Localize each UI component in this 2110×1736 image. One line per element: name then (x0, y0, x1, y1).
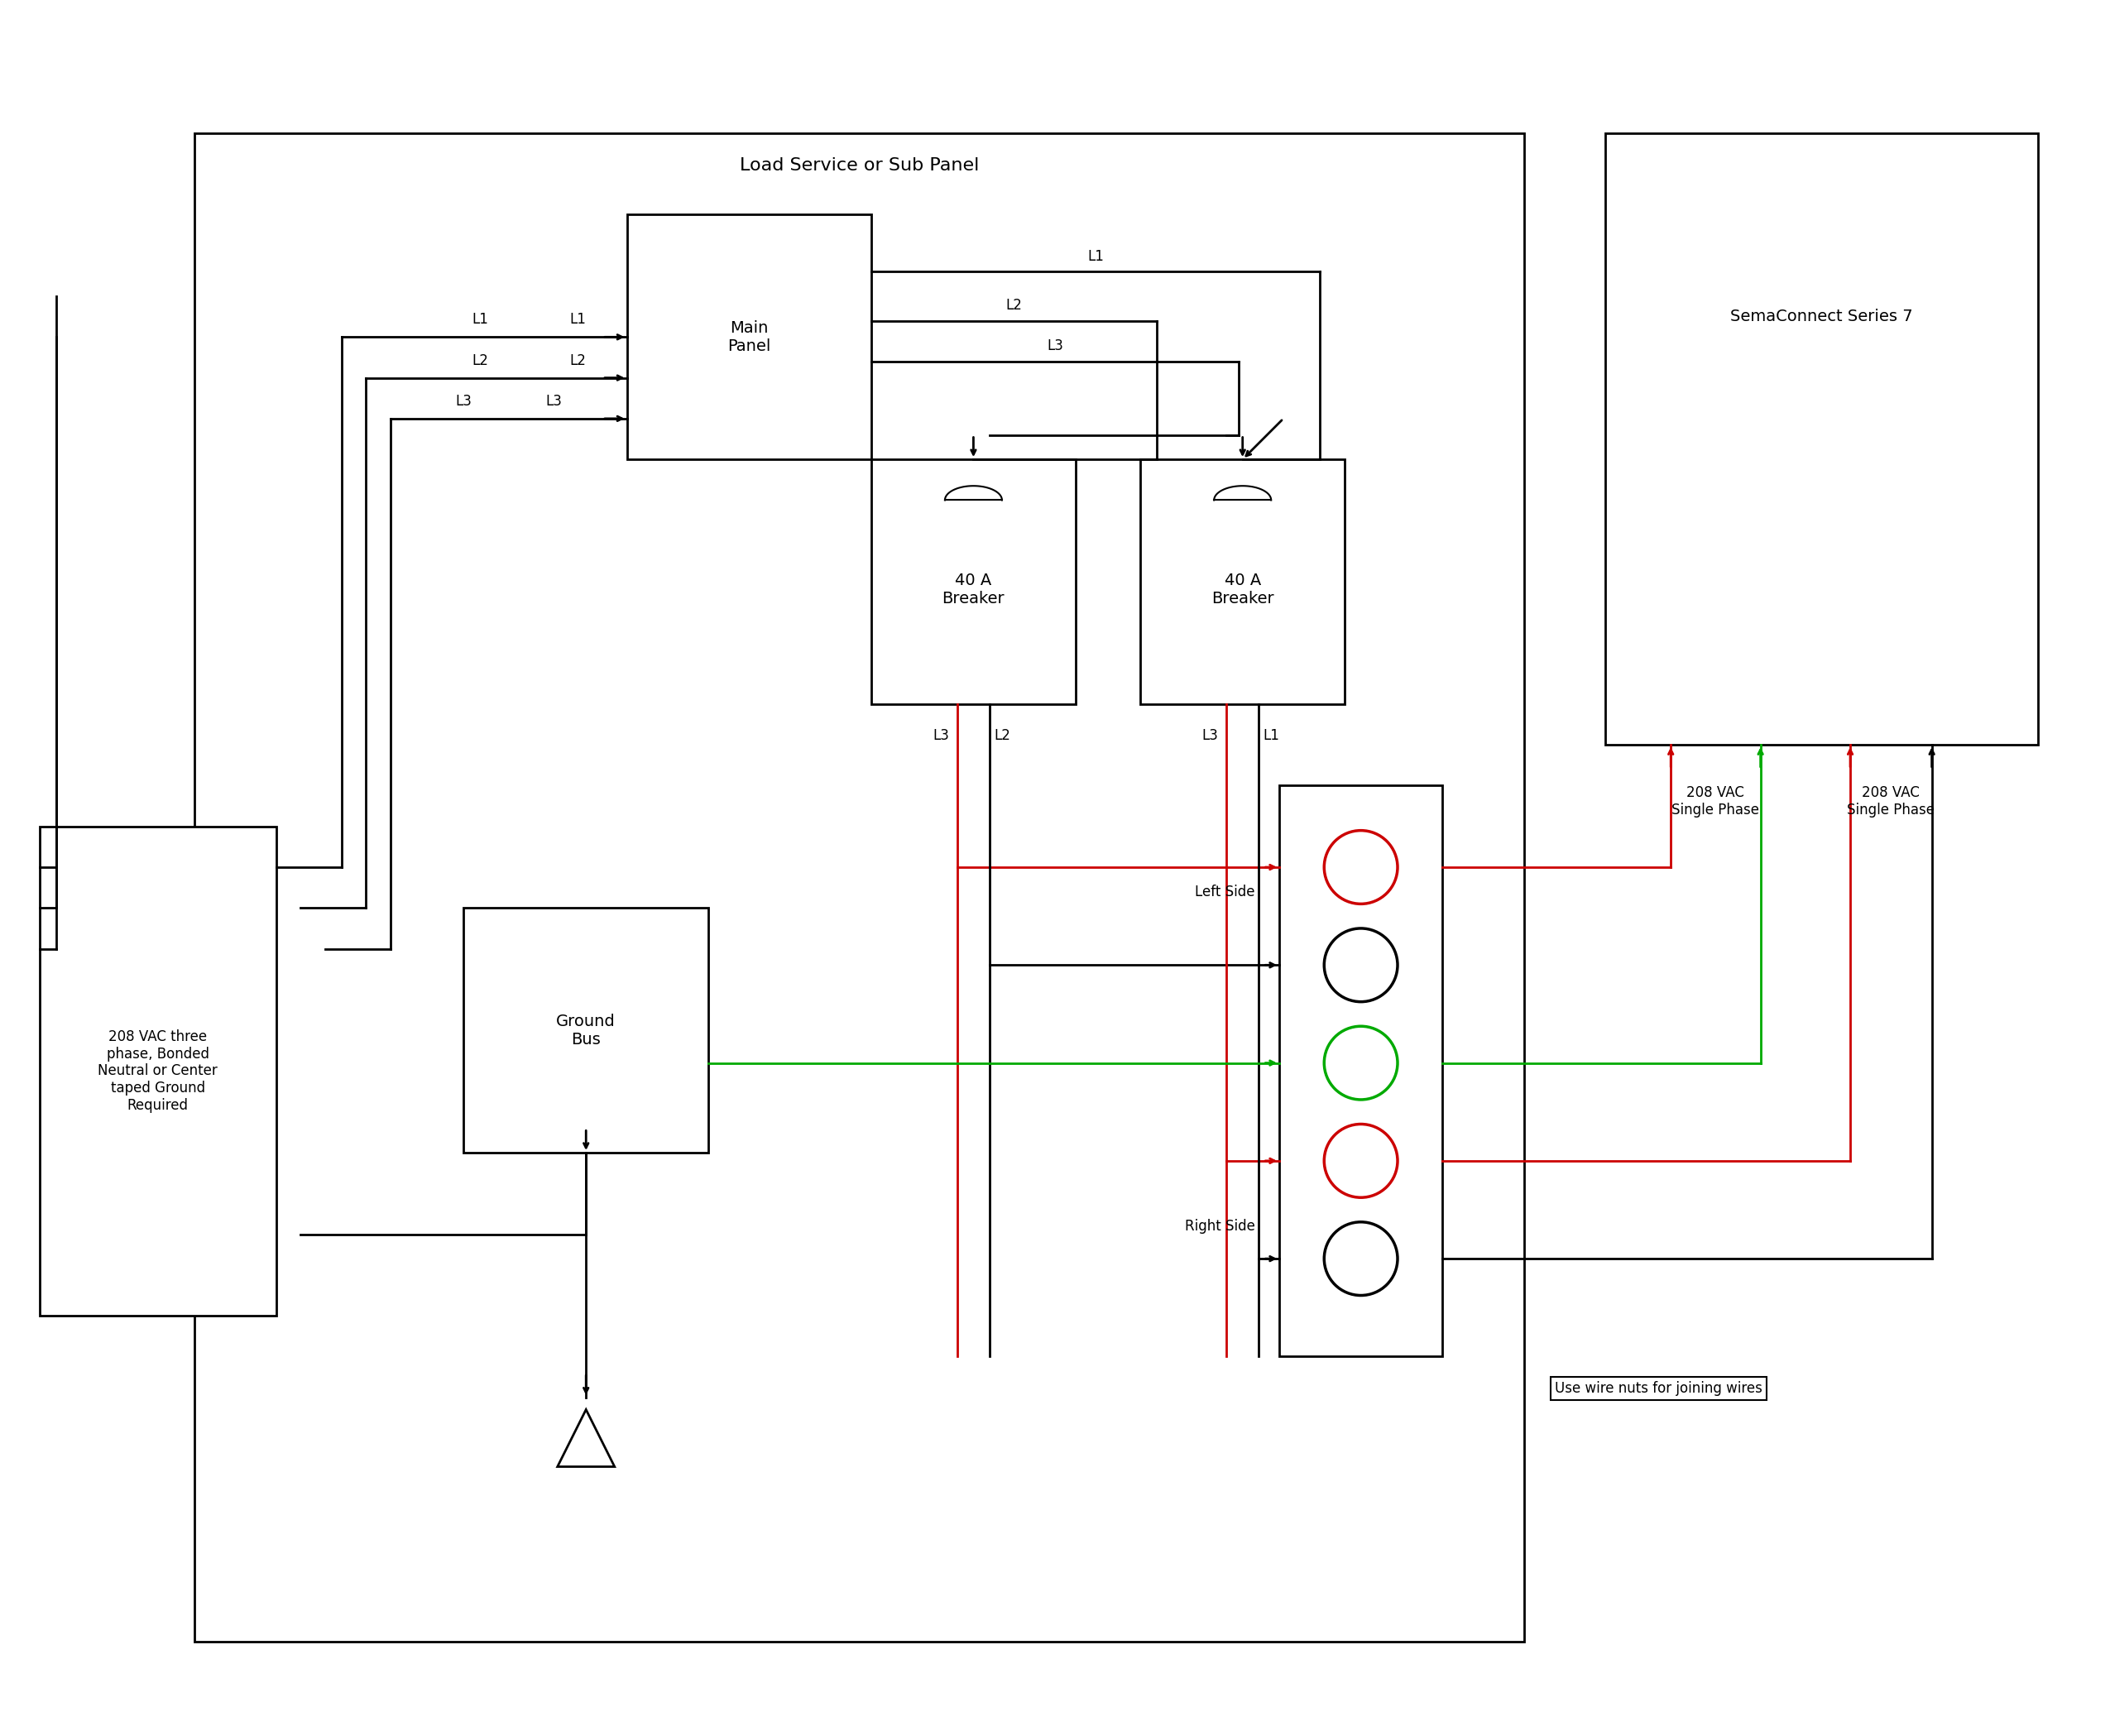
Text: Main
Panel: Main Panel (728, 319, 770, 354)
Bar (1606, 134, 2038, 745)
Text: L1: L1 (570, 312, 587, 328)
Text: 208 VAC
Single Phase: 208 VAC Single Phase (1846, 786, 1935, 818)
Text: L1: L1 (473, 312, 487, 328)
Text: L3: L3 (544, 394, 561, 408)
Text: 40 A
Breaker: 40 A Breaker (943, 573, 1004, 608)
Text: 208 VAC three
phase, Bonded
Neutral or Center
taped Ground
Required: 208 VAC three phase, Bonded Neutral or C… (97, 1029, 217, 1113)
Text: Use wire nuts for joining wires: Use wire nuts for joining wires (1555, 1382, 1762, 1396)
Text: L2: L2 (1006, 297, 1023, 312)
Bar (627, 215, 871, 460)
Text: Load Service or Sub Panel: Load Service or Sub Panel (738, 158, 979, 174)
Text: L3: L3 (1203, 729, 1217, 743)
Bar (871, 460, 1076, 705)
Bar (194, 134, 1523, 1642)
Text: L1: L1 (1087, 248, 1104, 264)
Text: SemaConnect Series 7: SemaConnect Series 7 (1730, 309, 1914, 325)
Text: Right Side: Right Side (1184, 1219, 1255, 1234)
Bar (40, 826, 276, 1316)
Text: L3: L3 (933, 729, 949, 743)
Bar (1279, 786, 1443, 1356)
Text: L2: L2 (994, 729, 1011, 743)
Bar (464, 908, 709, 1153)
Text: Left Side: Left Side (1194, 884, 1255, 899)
Text: L3: L3 (456, 394, 473, 408)
Text: L2: L2 (570, 352, 587, 368)
Text: L1: L1 (1264, 729, 1279, 743)
Text: L3: L3 (1047, 339, 1063, 354)
Text: 40 A
Breaker: 40 A Breaker (1211, 573, 1274, 608)
Text: 208 VAC
Single Phase: 208 VAC Single Phase (1671, 786, 1760, 818)
Text: Ground
Bus: Ground Bus (557, 1014, 616, 1047)
Text: L2: L2 (473, 352, 487, 368)
Bar (1142, 460, 1344, 705)
